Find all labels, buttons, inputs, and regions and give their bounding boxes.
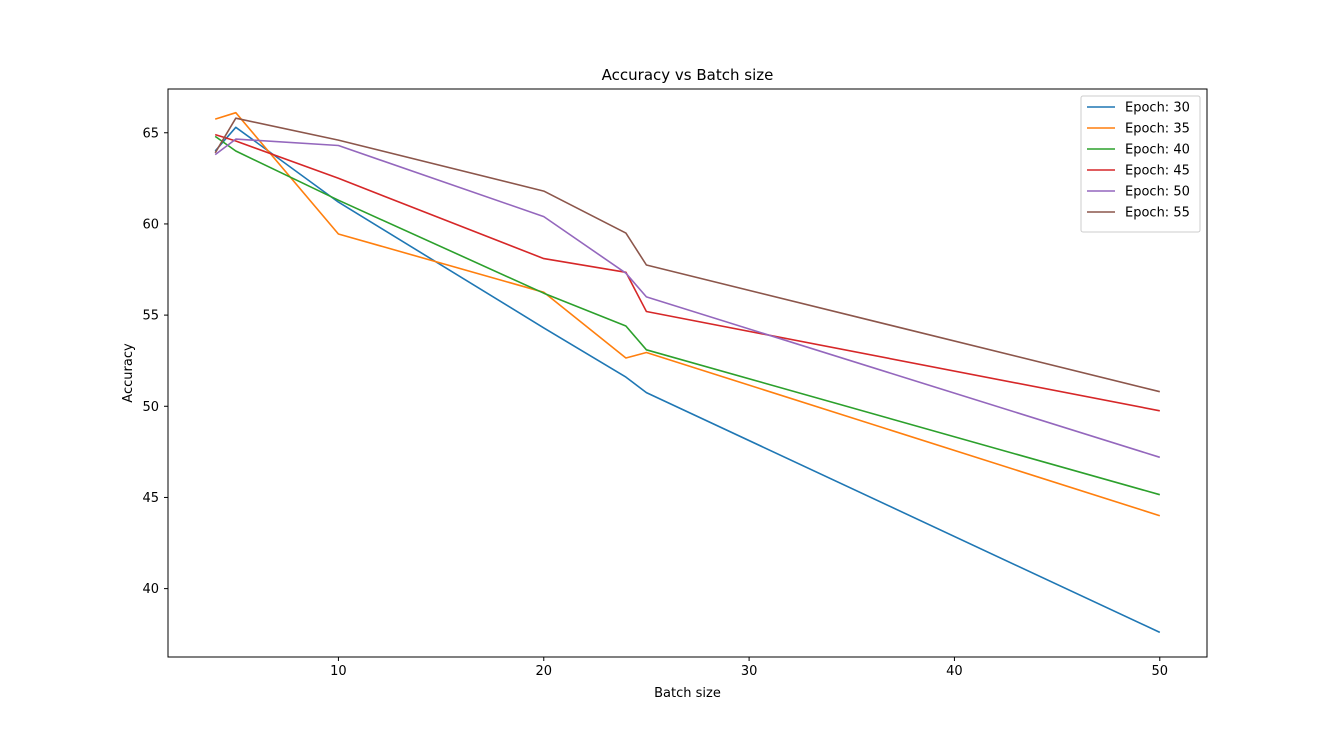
legend-label: Epoch: 55 <box>1125 206 1190 221</box>
x-axis-label: Batch size <box>654 686 721 701</box>
series-line-epoch-35 <box>214 111 1161 517</box>
x-tick-label: 20 <box>535 664 552 679</box>
series-layer <box>214 111 1161 634</box>
series-line-epoch-50 <box>214 138 1161 459</box>
y-tick-label: 55 <box>142 309 159 324</box>
series-line-epoch-45 <box>214 133 1160 412</box>
x-tick-label: 50 <box>1151 664 1168 679</box>
y-tick-label: 45 <box>142 491 159 506</box>
series-line-epoch-40 <box>214 135 1161 496</box>
legend-label: Epoch: 40 <box>1125 143 1190 158</box>
legend-label: Epoch: 35 <box>1125 122 1190 137</box>
x-axis: 10 20 30 40 50 <box>330 657 1168 679</box>
y-tick-label: 65 <box>142 126 159 141</box>
x-tick-label: 40 <box>946 664 963 679</box>
plot-frame <box>167 88 1208 658</box>
x-tick-label: 30 <box>741 664 758 679</box>
chart-title: Accuracy vs Batch size <box>602 66 774 84</box>
y-axis-label: Accuracy <box>121 343 136 403</box>
series-line-epoch-55 <box>214 117 1160 393</box>
legend-label: Epoch: 45 <box>1125 164 1190 179</box>
legend-label: Epoch: 50 <box>1125 185 1190 200</box>
y-tick-label: 60 <box>142 217 159 232</box>
legend: Epoch: 30 Epoch: 35 Epoch: 40 Epoch: 45 Epoc… <box>1080 95 1201 233</box>
y-axis: 40 45 50 55 60 65 <box>142 126 168 597</box>
x-tick-label: 10 <box>330 664 347 679</box>
y-tick-label: 40 <box>142 582 159 597</box>
y-tick-label: 50 <box>142 400 159 415</box>
legend-box <box>1080 95 1201 233</box>
series-line-epoch-30 <box>214 126 1161 634</box>
legend-label: Epoch: 30 <box>1125 101 1190 116</box>
